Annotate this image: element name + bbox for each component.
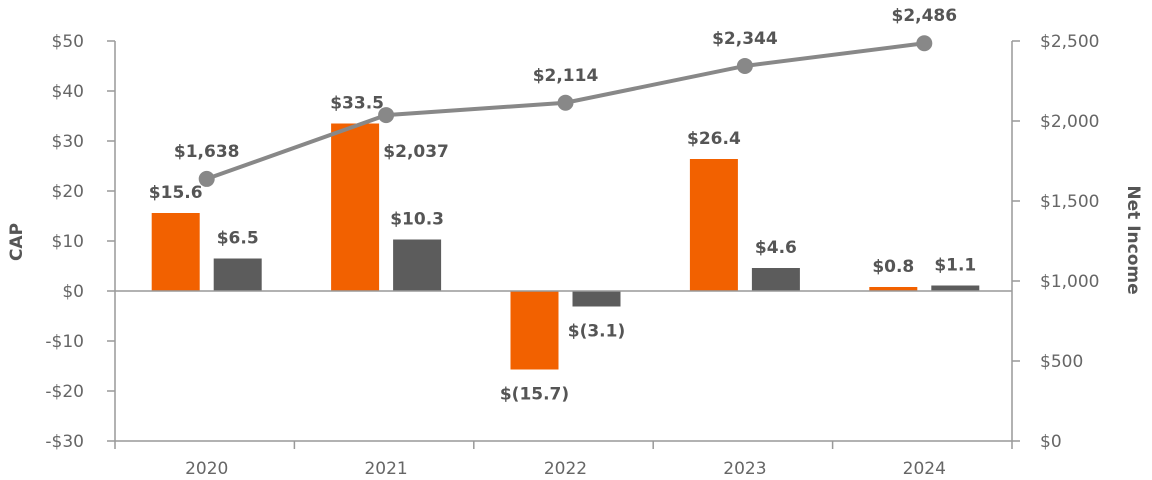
x-tick-label: 2022 <box>544 459 587 479</box>
net-income-label: $1,638 <box>174 142 240 162</box>
net-income-label: $2,114 <box>533 66 599 86</box>
right-tick-label: $500 <box>1040 352 1083 372</box>
secondary-bar-label: $4.6 <box>755 238 797 258</box>
net-income-line <box>206 41 925 181</box>
secondary-bar <box>572 291 621 307</box>
cap-bar-label: $0.8 <box>872 257 914 277</box>
net-income-point <box>736 57 753 74</box>
net-income-point <box>916 35 933 52</box>
net-income-point <box>378 107 395 124</box>
bars <box>151 123 980 370</box>
data-labels: $15.6 $33.5 $(15.7) $26.4 $0.8 $6.5 $10.3 $(3.1… <box>149 6 976 404</box>
cap-bar <box>689 159 738 291</box>
cap-bar-label: $15.6 <box>149 183 203 203</box>
left-tick-label: $50 <box>52 32 84 52</box>
x-tick-label: 2021 <box>364 459 407 479</box>
net-income-point <box>557 94 574 111</box>
secondary-bar <box>393 239 442 291</box>
secondary-bar <box>213 258 262 291</box>
right-tick-label: $0 <box>1040 432 1062 452</box>
cap-bar <box>151 213 200 291</box>
left-tick-label: $30 <box>52 132 84 152</box>
right-axis-title: Net Income <box>1123 185 1143 294</box>
left-tick-label: $40 <box>52 82 84 102</box>
cap-bar <box>331 123 380 291</box>
secondary-bar <box>931 285 980 291</box>
secondary-bar-label: $6.5 <box>217 229 259 249</box>
left-tick-label: $10 <box>52 232 84 252</box>
x-axis-tick-labels: 2020 2021 2022 2023 2024 <box>114 441 1013 479</box>
x-tick-label: 2023 <box>723 459 766 479</box>
left-tick-label: -$10 <box>45 332 84 352</box>
left-tick-label: $20 <box>52 182 84 202</box>
net-income-point <box>198 170 215 187</box>
right-tick-label: $1,000 <box>1040 272 1099 292</box>
secondary-bar-label: $1.1 <box>934 256 976 276</box>
cap-bar-label: $(15.7) <box>500 385 569 405</box>
cap-bar <box>510 291 559 370</box>
x-tick-label: 2024 <box>903 459 946 479</box>
left-tick-label: -$30 <box>45 432 84 452</box>
net-income-label: $2,344 <box>712 29 778 49</box>
right-tick-label: $2,500 <box>1040 32 1099 52</box>
cap-bar <box>869 287 918 291</box>
left-axis-title: CAP <box>7 223 27 261</box>
net-income-line-series <box>198 35 933 187</box>
left-axis-ticks: -$30 -$20 -$10 $0 $10 $20 $30 $40 $50 <box>45 32 115 452</box>
x-tick-label: 2020 <box>185 459 228 479</box>
left-tick-label: -$20 <box>45 382 84 402</box>
right-axis-ticks: $0 $500 $1,000 $1,500 $2,000 $2,500 <box>1012 32 1099 452</box>
secondary-bar <box>751 268 800 291</box>
left-tick-label: $0 <box>62 282 84 302</box>
cap-bar-label: $26.4 <box>687 129 741 149</box>
secondary-bar-label: $10.3 <box>390 210 444 230</box>
right-tick-label: $1,500 <box>1040 192 1099 212</box>
net-income-label: $2,486 <box>891 6 957 26</box>
secondary-bar-label: $(3.1) <box>568 322 625 342</box>
cap-bar-label: $33.5 <box>330 94 384 114</box>
right-tick-label: $2,000 <box>1040 112 1099 132</box>
net-income-label: $2,037 <box>383 142 449 162</box>
